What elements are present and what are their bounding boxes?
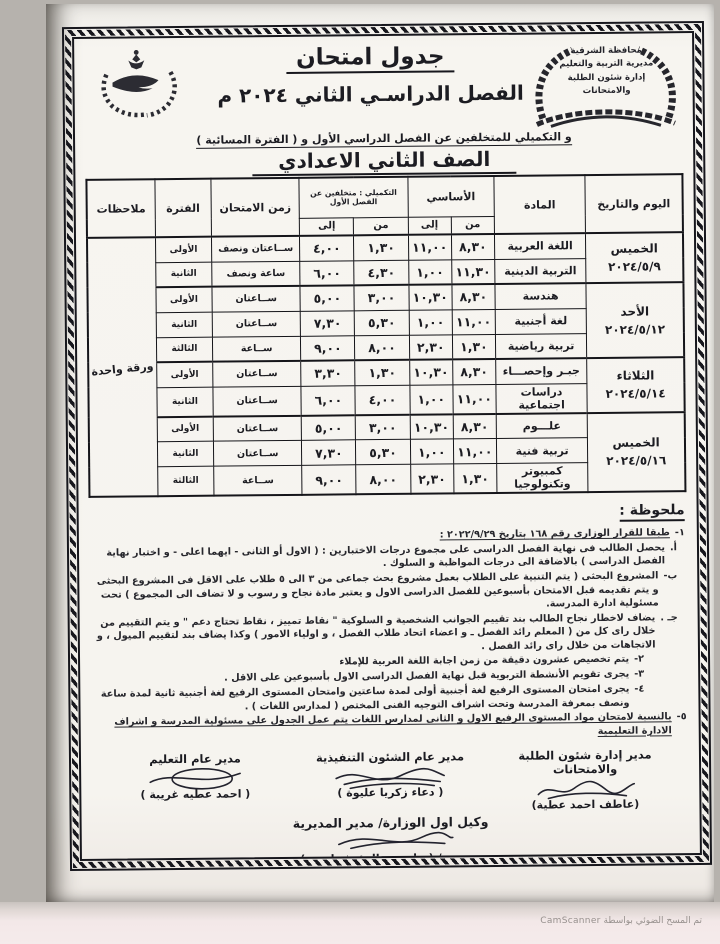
table-row: الخميس ٢٠٢٤/٥/٩ اللغة العربية ٨,٣٠ ١١,٠٠ … [86, 232, 684, 497]
col-header-supplementary: التكميلي : متخلفين عن الفصل الأول [299, 176, 408, 218]
col-header-duration: زمن الامتحان [210, 177, 300, 237]
basic-from-header: من [451, 215, 495, 235]
note-item: جـ . يضاف لاخطار نجاح الطالب بند تقييم ال… [96, 611, 678, 652]
day-cell: الثلاثاء ٢٠٢٤/٥/١٤ [586, 357, 685, 413]
note-item: ٥- بالنسبة لامتحان مواد المستوى الرفيع ال… [114, 711, 687, 737]
scan-bottom-strip: تم المسح الضوئي بواسطة CamScanner [0, 902, 720, 944]
day-cell: الخميس ٢٠٢٤/٥/٩ [585, 232, 684, 284]
table-row: الخميس ٢٠٢٤/٥/١٦ علـــوم ٨,٣٠ ١٠,٣٠ ٣,٠٠ … [89, 411, 686, 493]
laurel-wreath-icon: محافظة الشرقية مديرية التربية والتعليم إ… [526, 37, 685, 131]
signature-exams-director: مدير إدارة شئون الطلبة والامتحانات (عاطف… [518, 747, 652, 812]
col-header-day: اليوم والتاريخ [585, 174, 683, 234]
supp-from-header: من [353, 216, 409, 236]
grade-title: الصف الثاني الاعدادي [83, 145, 685, 177]
emblem-line-administration: إدارة شئون الطلبة والامتحانات [567, 72, 646, 97]
document-header: جدول امتحان الفصل الدراسـي الثاني ٢٠٢٤ م… [82, 37, 685, 139]
emblem-line-governorate: محافظة الشرقية [570, 45, 643, 57]
camscanner-watermark: تم المسح الضوئي بواسطة CamScanner [540, 916, 702, 926]
semester-title: الفصل الدراسـي الثاني ٢٠٢٤ م [217, 80, 524, 108]
notes-title: ملحوظة : [619, 502, 685, 522]
rope-border: جدول امتحان الفصل الدراسـي الثاني ٢٠٢٤ م… [64, 23, 710, 869]
eagle-stamp-icon [82, 42, 215, 135]
decorative-border-frame: جدول امتحان الفصل الدراسـي الثاني ٢٠٢٤ م… [61, 20, 713, 872]
exam-schedule-table: اليوم والتاريخ المادة الأساسي التكميلي :… [85, 173, 687, 498]
col-header-notes: ملاحظات [86, 179, 156, 238]
col-header-subject: المادة [493, 175, 586, 234]
note-item: أ. يحصل الطالب فى نهاية الفصل الدراسى على… [106, 542, 678, 570]
signature-scribble-icon [149, 767, 241, 790]
emblem-line-directorate: مديرية التربية والتعليم [559, 58, 654, 70]
table-row: الأحد ٢٠٢٤/٥/١٢ هندسة ٨,٣٠ ١٠,٣٠ ٣,٠٠ ٥,٠… [87, 282, 685, 359]
signature-education-director: مدير عام التعليم ( احمد عطيه غريبة ) [140, 751, 251, 802]
day-cell: الأحد ٢٠٢٤/٥/١٢ [586, 282, 685, 359]
table-row: الثلاثاء ٢٠٢٤/٥/١٤ جبـر وإحصـــاء ٨,٣٠ ١٠… [88, 357, 685, 413]
signature-executive-affairs: مدير عام الشئون التنفيذية ( دعاء زكريا ع… [315, 748, 465, 800]
signature-scribble-icon [335, 767, 445, 789]
basic-to-header: إلى [407, 216, 452, 235]
page-title: جدول امتحان [285, 43, 455, 74]
col-header-basic: الأساسي [407, 175, 495, 217]
signature-scribble-icon [338, 831, 454, 849]
day-cell: الخميس ٢٠٢٤/٥/١٦ [587, 411, 686, 493]
signatures-section: مدير إدارة شئون الطلبة والامتحانات (عاطف… [89, 739, 692, 816]
paper-sheet: جدول امتحان الفصل الدراسـي الثاني ٢٠٢٤ م… [46, 4, 714, 902]
note-item: ٤- يجرى امتحان المستوى الرفيع لغة أجنبية … [100, 683, 645, 712]
notes-section: ملحوظة : ١- طبقا للقرار الوزارى رقم ١٦٨ ب… [86, 492, 690, 743]
signature-scribble-icon [537, 780, 636, 799]
signature-deputy-minister: وكيل اول الوزارة/ مدير المديرية مهندس/ (… [90, 812, 693, 861]
supp-to-header: إلى [299, 217, 354, 236]
note-item: ب- المشروع البحثى ( يتم التنبية على الطلا… [96, 570, 678, 610]
col-header-period: الفترة [154, 178, 212, 238]
notes-cell: ورقة واحدة [86, 237, 158, 497]
